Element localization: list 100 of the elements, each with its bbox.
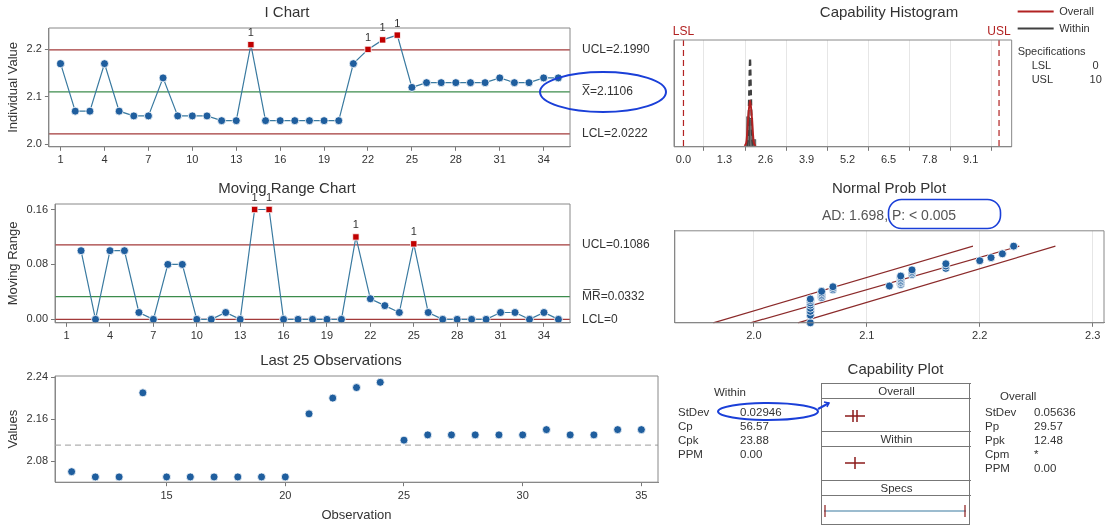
text: Pp (985, 420, 1000, 432)
y-tick-label: 2.16 (26, 412, 49, 425)
text: StDev (678, 406, 710, 418)
x-tick-label: 19 (320, 329, 334, 342)
ref-line-label: UCL=2.1990 (582, 42, 651, 57)
x-tick-label: 10 (186, 153, 199, 166)
text: 56.57 (740, 420, 769, 432)
x-tick-label: 7.8 (921, 153, 938, 166)
text: Ppk (985, 434, 1005, 446)
annotation: 1 (394, 16, 401, 29)
x-tick-label: 4 (101, 153, 108, 166)
x-tick-label: 1 (57, 153, 64, 166)
x-tick-label: 31 (494, 329, 507, 342)
x-tick-label: 1 (63, 329, 70, 342)
text: Cpk (678, 434, 699, 446)
x-tick-label: 5.2 (839, 153, 856, 166)
x-axis-title: Observation (321, 506, 392, 522)
x-tick-label: 22 (364, 329, 377, 342)
x-tick-label: 28 (449, 153, 462, 166)
x-tick-label: 13 (234, 329, 247, 342)
x-tick-label: 19 (317, 153, 331, 166)
text: 0.00 (740, 448, 763, 460)
text: PPM (678, 448, 703, 460)
y-tick-label: 2.24 (26, 370, 49, 383)
x-tick-label: 25 (407, 329, 420, 342)
y-axis-title: Values (5, 409, 21, 449)
x-tick-label: 31 (493, 153, 506, 166)
text: Within (822, 431, 971, 447)
ref-line-label: X̅=2.1106 (581, 84, 634, 99)
text: Within (714, 386, 746, 398)
text: 12.48 (1034, 434, 1063, 446)
x-tick-label: 30 (516, 488, 529, 501)
x-tick-label: 22 (361, 153, 375, 166)
ref-line-label: UCL=0.1086 (582, 237, 651, 252)
y-tick-label: 2.0 (26, 137, 42, 150)
annotation: 1 (247, 26, 254, 39)
text: 29.57 (1034, 420, 1063, 432)
x-tick-label: 2.0 (746, 329, 762, 342)
x-tick-label: 28 (451, 329, 464, 342)
x-tick-label: 4 (106, 329, 114, 342)
x-tick-label: 15 (160, 488, 173, 501)
text: 0.05636 (1034, 406, 1076, 418)
x-tick-label: 1.3 (716, 153, 733, 166)
text: PPM (985, 462, 1010, 474)
text: * (1034, 448, 1039, 460)
text: 0.02946 (740, 406, 782, 418)
x-tick-label: 6.5 (880, 153, 897, 166)
text: Overall (822, 383, 971, 399)
ref-line-label: M̅R̅=0.0332 (582, 288, 645, 303)
y-tick-label: 0.08 (26, 257, 49, 270)
x-tick-label: 34 (537, 153, 550, 166)
text: LSL (1031, 59, 1052, 72)
ref-line-label: LCL=0 (582, 311, 619, 326)
chart-title: Last 25 Observations (260, 351, 402, 369)
x-tick-label: 7 (150, 329, 157, 342)
text: Cp (678, 420, 693, 432)
x-tick-label: 13 (230, 153, 243, 166)
x-tick-label: 3.9 (798, 153, 815, 166)
text: Capability Plot (846, 360, 945, 377)
y-axis-title: Moving Range (5, 221, 21, 306)
x-tick-label: 16 (277, 329, 290, 342)
text: USL (1031, 73, 1054, 86)
x-tick-label: 25 (405, 153, 419, 166)
x-tick-label: 35 (635, 488, 648, 501)
ref-line-label: USL (987, 24, 1012, 39)
chart-title: I Chart (264, 3, 311, 21)
y-axis-title: Individual Value (5, 41, 21, 133)
x-tick-label: 2.6 (757, 153, 774, 166)
annotation: 1 (379, 21, 386, 34)
text: Cpm (985, 448, 1010, 460)
legend-label: Within (1059, 21, 1090, 34)
text: 0 (1092, 59, 1099, 72)
text: Specifications (1017, 45, 1087, 58)
annotation: 1 (352, 218, 359, 231)
chart-title: Normal Prob Plot (831, 179, 947, 197)
y-tick-label: 0.16 (26, 202, 49, 215)
y-tick-label: 2.2 (26, 42, 42, 55)
x-tick-label: 34 (537, 329, 551, 342)
text: StDev (985, 406, 1017, 418)
x-tick-label: 20 (279, 488, 292, 501)
text: Specs (822, 480, 971, 496)
x-tick-label: 7 (145, 153, 152, 166)
x-tick-label: 2.3 (1085, 329, 1101, 342)
ref-line-label: LSL (672, 24, 695, 39)
legend-label: Overall (1059, 4, 1094, 17)
annotation: 1 (410, 225, 417, 238)
text: 0.00 (1034, 462, 1057, 474)
x-tick-label: 10 (190, 329, 203, 342)
chart-title: Capability Histogram (819, 3, 959, 21)
text: 23.88 (740, 434, 769, 446)
x-tick-label: 2.2 (972, 329, 988, 342)
x-tick-label: 16 (274, 153, 287, 166)
y-tick-label: 2.08 (26, 454, 49, 467)
ref-line-label: LCL=2.0222 (582, 126, 649, 141)
x-tick-label: 0.0 (675, 153, 692, 166)
y-tick-label: 0.00 (26, 312, 49, 325)
text: 10 (1089, 73, 1102, 86)
chart-subtitle: AD: 1.698, P: < 0.005 (821, 207, 957, 224)
text: Overall (1000, 390, 1037, 402)
x-tick-label: 25 (397, 488, 411, 501)
